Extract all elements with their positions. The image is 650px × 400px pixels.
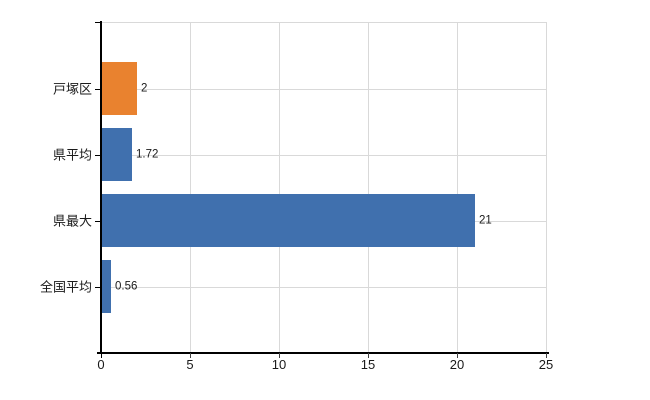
gridline-vertical bbox=[368, 22, 369, 352]
gridline-vertical bbox=[546, 22, 547, 352]
bar-value-label: 21 bbox=[479, 213, 492, 226]
bar-value-label: 2 bbox=[141, 81, 148, 94]
category-label: 戸塚区 bbox=[52, 81, 92, 96]
x-tick-label: 25 bbox=[538, 357, 554, 372]
bar-4 bbox=[101, 260, 111, 313]
x-axis-tick bbox=[101, 353, 102, 358]
x-tick-label: 20 bbox=[449, 357, 465, 372]
gridline-horizontal bbox=[101, 155, 546, 156]
bar-value-label: 0.56 bbox=[115, 279, 138, 292]
x-axis-tick bbox=[368, 353, 369, 358]
category-label: 全国平均 bbox=[39, 279, 92, 294]
y-axis-tick bbox=[95, 89, 101, 90]
gridline-horizontal bbox=[101, 287, 546, 288]
x-tick-label: 10 bbox=[271, 357, 287, 372]
x-axis-tick bbox=[546, 353, 547, 358]
x-tick-label: 5 bbox=[186, 357, 194, 372]
gridline-vertical bbox=[457, 22, 458, 352]
y-axis-tick bbox=[95, 22, 101, 23]
x-tick-label: 15 bbox=[360, 357, 376, 372]
plot-top-border bbox=[101, 22, 546, 23]
y-axis-tick bbox=[95, 221, 101, 222]
category-label: 県最大 bbox=[52, 213, 92, 228]
bar-3 bbox=[101, 194, 475, 247]
bar-1 bbox=[101, 62, 137, 115]
gridline-vertical bbox=[190, 22, 191, 352]
x-axis-tick bbox=[457, 353, 458, 358]
y-axis-tick bbox=[95, 287, 101, 288]
x-tick-label: 0 bbox=[97, 357, 105, 372]
x-axis-tick bbox=[190, 353, 191, 358]
x-axis-line bbox=[97, 352, 549, 354]
gridline-vertical bbox=[279, 22, 280, 352]
bar-value-label: 1.72 bbox=[136, 147, 159, 160]
y-axis-tick bbox=[95, 155, 101, 156]
bar-2 bbox=[101, 128, 132, 181]
x-axis-tick bbox=[279, 353, 280, 358]
gridline-horizontal bbox=[101, 89, 546, 90]
y-axis-line bbox=[100, 21, 102, 352]
category-label: 県平均 bbox=[52, 147, 92, 162]
